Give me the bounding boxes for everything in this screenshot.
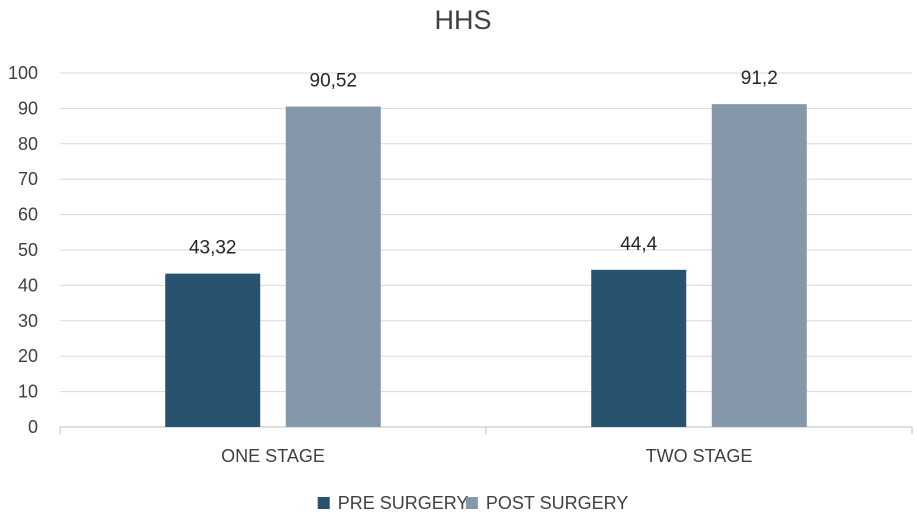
bar — [591, 269, 687, 427]
legend: PRE SURGERY POST SURGERY — [317, 493, 628, 513]
y-tick-label: 10 — [18, 382, 38, 402]
y-tick-label: 50 — [18, 240, 38, 260]
y-tick-label: 100 — [8, 63, 38, 83]
data-label: 91,2 — [741, 68, 778, 89]
y-tick-label: 40 — [18, 275, 38, 295]
y-axis-ticks: 0 10 20 30 40 50 60 70 80 90 100 — [8, 63, 38, 437]
chart-title: HHS — [434, 5, 491, 35]
bars — [165, 104, 807, 427]
y-tick-label: 30 — [18, 311, 38, 331]
y-tick-label: 0 — [28, 417, 38, 437]
legend-swatch — [317, 497, 330, 509]
y-tick-label: 80 — [18, 134, 38, 154]
data-label: 43,32 — [189, 238, 237, 259]
x-axis-categories: ONE STAGE TWO STAGE — [221, 446, 752, 466]
y-tick-label: 90 — [18, 98, 38, 118]
data-label: 90,52 — [310, 71, 358, 92]
legend-label: POST SURGERY — [486, 493, 628, 513]
x-category-label: TWO STAGE — [646, 446, 753, 466]
y-tick-label: 70 — [18, 169, 38, 189]
legend-swatch — [465, 497, 478, 509]
y-tick-label: 60 — [18, 205, 38, 225]
bar — [711, 104, 807, 427]
data-labels: 43,32 90,52 44,4 91,2 — [189, 68, 778, 258]
bar — [285, 106, 381, 427]
y-tick-label: 20 — [18, 346, 38, 366]
bar — [165, 273, 261, 427]
legend-label: PRE SURGERY — [338, 493, 469, 513]
data-label: 44,4 — [620, 234, 657, 255]
x-category-label: ONE STAGE — [221, 446, 325, 466]
